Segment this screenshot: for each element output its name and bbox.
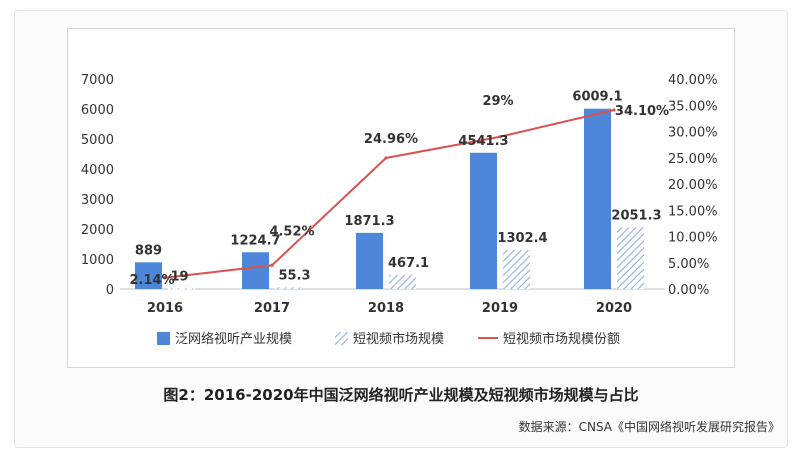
x-tick-label: 2016 [147,301,183,316]
bar-industry-scale [470,152,497,289]
bar-short-video-scale [275,287,302,289]
line-data-label: 29% [482,94,513,109]
line-point [498,135,502,139]
bar-data-label: 1302.4 [497,231,547,246]
y-right-tick-label: 35.00% [668,99,718,114]
y-left-tick-label: 0 [106,283,114,298]
legend-label-short-video: 短视频市场规模 [353,331,444,347]
line-point [384,156,388,160]
legend-label-industry: 泛网络视听产业规模 [175,331,292,347]
y-right-tick-label: 40.00% [668,73,718,88]
chart-panel [67,28,735,368]
bar-short-video-scale [617,227,644,289]
y-right-tick-label: 0.00% [668,283,709,298]
y-right-tick-label: 15.00% [668,204,718,219]
bar-industry-scale [584,108,611,290]
bar-data-label: 467.1 [388,256,429,271]
bar-data-label: 2051.3 [611,208,661,223]
bar-industry-scale [356,232,383,289]
x-tick-label: 2020 [596,301,632,316]
bar-short-video-scale [168,288,195,290]
bar-data-label: 19 [170,269,188,284]
x-tick-label: 2017 [254,301,290,316]
bar-industry-scale [242,252,269,289]
bar-data-label: 6009.1 [572,90,622,105]
data-source-note: 数据来源：CNSA《中国网络视听发展研究报告》 [518,420,780,434]
y-right-tick-label: 25.00% [668,152,718,167]
legend-swatch-industry [157,332,170,345]
line-data-label: 2.14% [129,273,174,288]
bar-short-video-scale [503,249,530,289]
y-right-tick-label: 10.00% [668,231,718,246]
legend-swatch-short-video [335,332,348,345]
combo-chart: 0 1000 2000 3000 4000 5000 6000 7000 0.00% 5.00% 1… [81,73,718,347]
bar-data-label: 1224.7 [230,233,280,248]
bar-data-label: 4541.3 [458,134,508,149]
y-left-tick-label: 6000 [81,103,114,118]
line-point [270,263,274,267]
bar-data-label: 889 [135,243,162,258]
bar-short-video-scale [389,274,416,289]
y-left-tick-label: 1000 [81,253,114,268]
y-left-tick-label: 7000 [81,73,114,88]
legend-label-share: 短视频市场规模份额 [503,331,620,347]
y-right-tick-label: 20.00% [668,178,718,193]
line-point [612,108,616,112]
x-tick-label: 2019 [482,301,518,316]
line-data-label: 24.96% [364,132,418,147]
y-left-tick-label: 2000 [81,223,114,238]
bar-data-label: 55.3 [278,268,310,283]
y-left-tick-label: 4000 [81,163,114,178]
y-right-tick-label: 5.00% [668,257,709,272]
line-data-label: 34.10% [615,104,669,119]
line-point [163,276,167,280]
x-tick-label: 2018 [368,301,404,316]
y-right-tick-label: 30.00% [668,126,718,141]
line-data-label: 4.52% [269,224,314,239]
figure-caption: 图2：2016-2020年中国泛网络视听产业规模及短视频市场规模与占比 [163,386,639,404]
bar-data-label: 1871.3 [344,214,394,229]
y-left-tick-label: 5000 [81,133,114,148]
y-left-tick-label: 3000 [81,193,114,208]
bar-industry-scale [135,262,162,289]
